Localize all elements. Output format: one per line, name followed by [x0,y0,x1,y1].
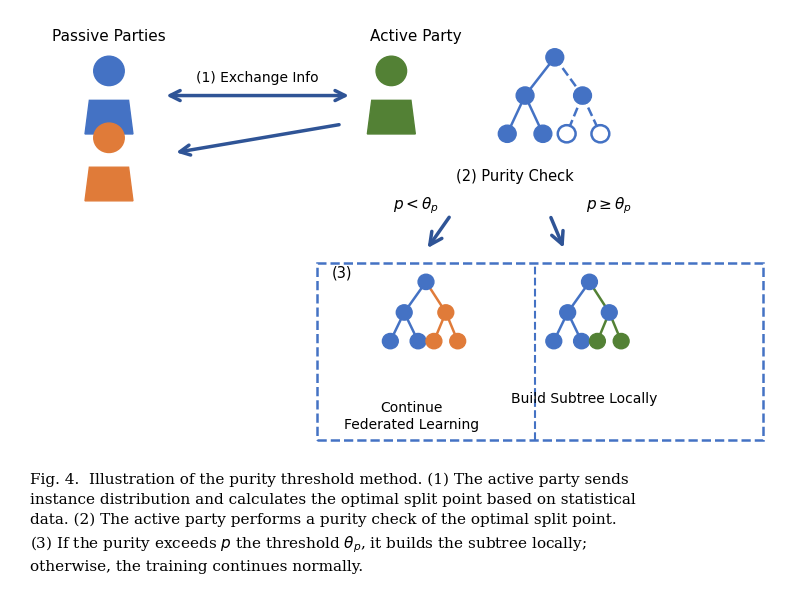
Circle shape [589,333,606,349]
Circle shape [376,56,407,86]
Text: Build Subtree Locally: Build Subtree Locally [512,392,658,406]
Text: (3): (3) [332,266,352,281]
Polygon shape [85,167,133,201]
Circle shape [396,305,412,320]
Circle shape [546,49,564,66]
Circle shape [410,333,426,349]
Circle shape [581,274,597,289]
Circle shape [591,125,610,142]
Text: $p \geq \theta_p$: $p \geq \theta_p$ [586,195,632,215]
FancyBboxPatch shape [317,263,763,439]
Text: ·: · [106,107,112,127]
Circle shape [573,87,591,104]
Circle shape [426,333,442,349]
Circle shape [450,333,466,349]
Circle shape [546,333,561,349]
Circle shape [418,274,434,289]
Circle shape [94,56,124,86]
Text: $p < \theta_p$: $p < \theta_p$ [393,195,439,215]
Circle shape [534,125,552,142]
Text: Continue
Federated Learning: Continue Federated Learning [343,401,479,432]
Text: ·: · [106,116,112,136]
Circle shape [614,333,629,349]
Circle shape [498,125,516,142]
Circle shape [516,87,534,104]
Circle shape [573,333,589,349]
Text: Passive Parties: Passive Parties [52,28,166,44]
Circle shape [602,305,618,320]
Polygon shape [367,100,415,134]
Circle shape [438,305,454,320]
Circle shape [560,305,576,320]
Text: (1) Exchange Info: (1) Exchange Info [196,72,319,85]
Text: (2) Purity Check: (2) Purity Check [456,169,574,184]
Circle shape [557,125,576,142]
Circle shape [94,123,124,153]
Circle shape [383,333,399,349]
Text: Fig. 4.  Illustration of the purity threshold method. (1) The active party sends: Fig. 4. Illustration of the purity thres… [30,473,635,574]
Text: ·: · [106,126,112,146]
Text: Active Party: Active Party [371,28,462,44]
Polygon shape [85,100,133,134]
